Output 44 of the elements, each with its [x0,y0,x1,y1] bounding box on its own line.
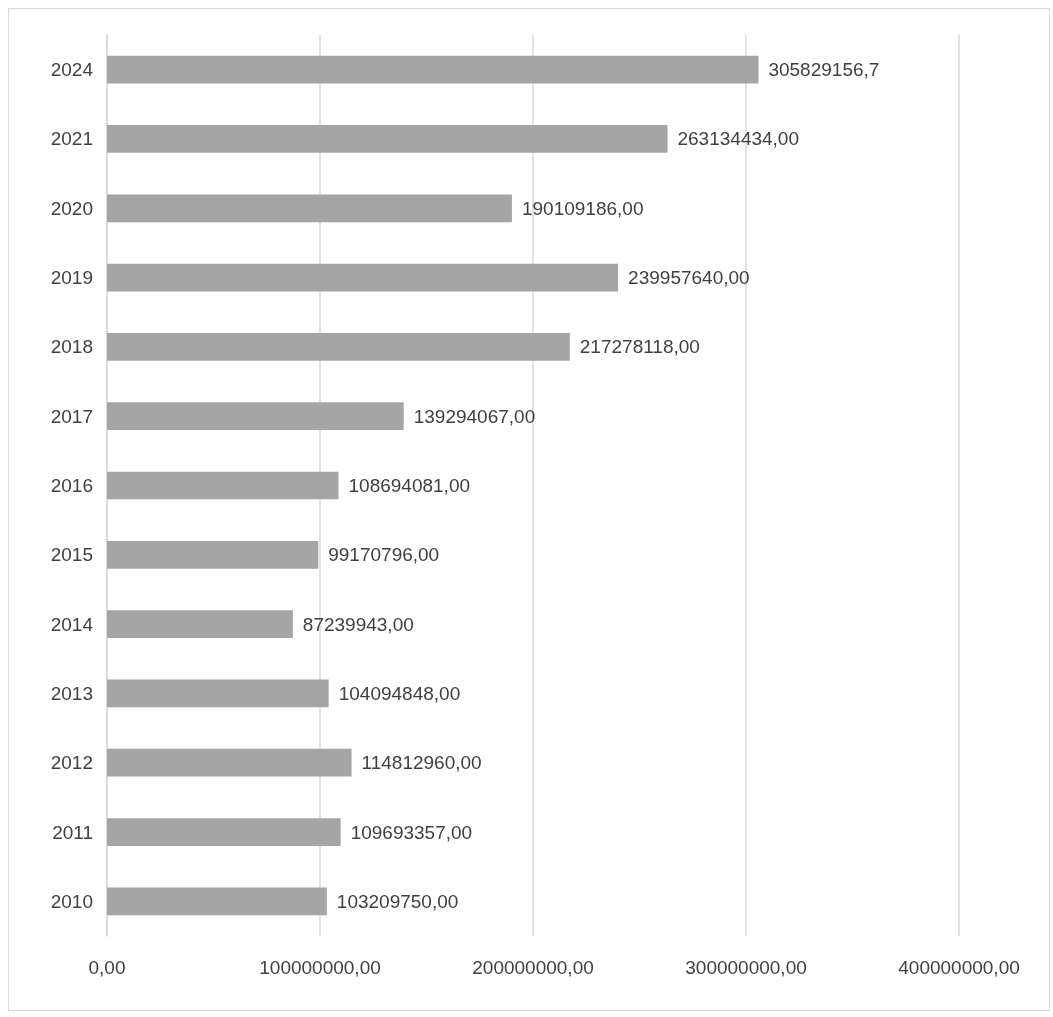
x-tick-label: 400000000,00 [898,957,1020,978]
bar [107,471,339,500]
y-tick-label: 2010 [50,890,93,912]
bar [107,679,329,708]
data-label: 139294067,00 [413,405,536,427]
data-label: 190109186,00 [521,197,644,219]
data-label: 109693357,00 [350,821,473,843]
x-tick-label: 300000000,00 [685,957,807,978]
x-tick-label: 200000000,00 [472,957,594,978]
bar [107,748,352,777]
data-label: 217278118,00 [579,336,700,358]
data-label: 108694081,00 [348,475,471,496]
bar [107,333,570,361]
y-tick-label: 2014 [50,613,94,635]
y-tick-label: 2013 [50,682,93,704]
bar [107,540,319,569]
data-label: 87239943,00 [302,613,414,635]
x-tick-label: 100000000,00 [259,957,381,978]
data-label: 239957640,00 [628,267,750,289]
bar [107,402,404,431]
data-label: 104094848,00 [338,682,461,704]
y-tick-label: 2019 [50,267,93,289]
data-label: 114812960,00 [361,752,482,774]
y-tick-label: 2020 [50,197,93,219]
y-tick-label: 2018 [50,336,93,358]
bar [107,194,512,223]
data-label: 305829156,7 [768,59,880,81]
bar [107,125,668,153]
x-tick-label: 0,00 [88,957,126,978]
y-tick-label: 2011 [52,821,93,843]
data-label: 263134434,00 [677,128,799,150]
y-tick-label: 2024 [50,59,94,81]
y-tick-label: 2015 [50,544,93,566]
y-tick-label: 2021 [50,128,93,150]
y-tick-label: 2017 [50,405,93,427]
bar [107,263,619,292]
data-label: 99170796,00 [328,544,440,566]
bar [107,887,327,916]
y-tick-label: 2012 [50,752,93,774]
bar [107,610,293,638]
bar [107,55,759,84]
data-label: 103209750,00 [336,890,459,912]
bar [107,818,341,846]
y-tick-label: 2016 [50,475,93,496]
